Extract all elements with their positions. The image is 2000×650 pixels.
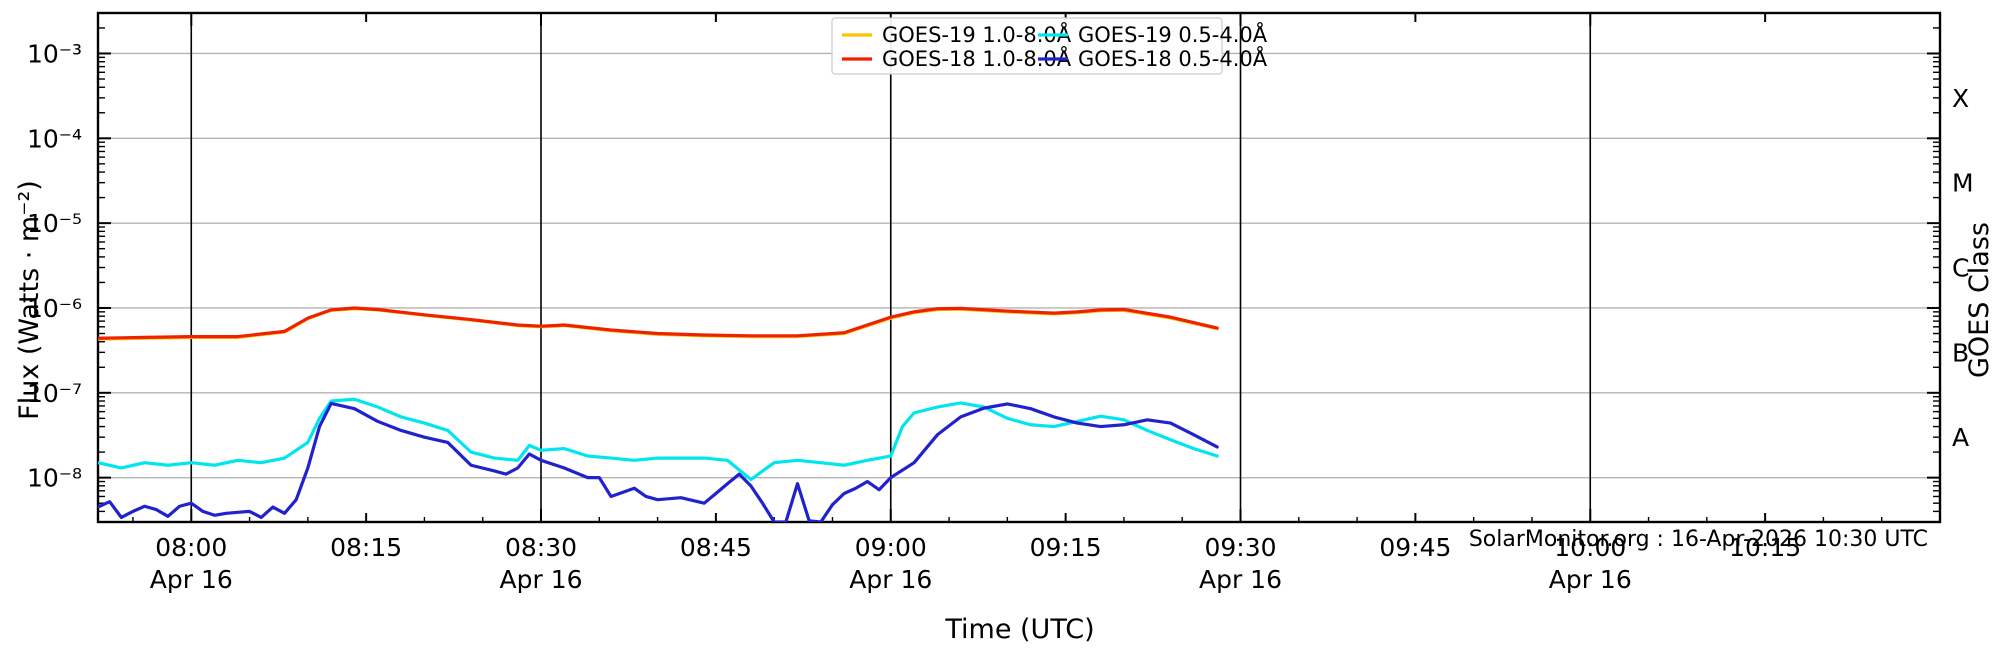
x-tick-label: 08:00 [155, 533, 227, 562]
y-tick-label: 10⁻⁴ [27, 124, 82, 153]
x-tick-label: 09:30 [1204, 533, 1276, 562]
y-tick-label: 10⁻⁵ [27, 209, 82, 238]
y2-axis-title: GOES Class [1964, 222, 1995, 378]
y-tick-label: 10⁻³ [27, 39, 82, 68]
axis-ticks [98, 12, 1941, 523]
goes-class-label-a: A [1952, 423, 1969, 452]
vertical-gridlines [190, 13, 1592, 522]
x-tick-date-label: Apr 16 [150, 565, 233, 594]
x-tick-label: 08:45 [680, 533, 752, 562]
plot-border [96, 11, 1942, 524]
y-tick-label: 10⁻⁸ [27, 464, 82, 493]
y-tick-label: 10⁻⁷ [27, 379, 82, 408]
goes-class-label-b: B [1952, 338, 1969, 367]
y-axis-title: Flux (Watts · m⁻²) [14, 180, 45, 420]
plot-frame [96, 11, 1942, 524]
data-series-group [98, 306, 1219, 522]
y-tick-label: 10⁻⁶ [27, 294, 82, 323]
x-tick-date-label: Apr 16 [500, 565, 583, 594]
x-tick-label: 09:00 [855, 533, 927, 562]
goes-class-label-m: M [1952, 169, 1974, 198]
x-tick-label: 09:15 [1030, 533, 1102, 562]
series-line-goes-19-0-5-4-0 [98, 397, 1219, 482]
axis-labels: 10⁻³ 10⁻⁴ 10⁻⁵ 10⁻⁶ 10⁻⁷ 10⁻⁸ 08:00 Apr 16 08:15… [27, 39, 1974, 594]
goes-class-label-c: C [1952, 253, 1969, 282]
x-axis-title: Time (UTC) [944, 614, 1094, 645]
x-tick-label: 10:15 [1729, 533, 1801, 562]
legend-label[interactable]: GOES-19 0.5-4.0Å [1078, 21, 1268, 47]
x-tick-date-label: Apr 16 [1199, 565, 1282, 594]
series-line-goes-18-1-0-8-0 [98, 306, 1219, 340]
horizontal-gridlines [98, 52, 1940, 479]
goes-class-label-x: X [1952, 84, 1969, 113]
series-line-goes-18-0-5-4-0 [98, 401, 1219, 522]
x-tick-label: 08:15 [330, 533, 402, 562]
legend-background [831, 17, 1223, 75]
x-tick-label: 08:30 [505, 533, 577, 562]
watermark-credit: SolarMonitor.org : 16-Apr-2026 10:30 UTC [1469, 527, 1928, 552]
x-tick-date-label: Apr 16 [1549, 565, 1632, 594]
x-tick-label: 09:45 [1379, 533, 1451, 562]
x-tick-date-label: Apr 16 [849, 565, 932, 594]
legend-label[interactable]: GOES-18 0.5-4.0Å [1078, 45, 1268, 71]
x-tick-label: 10:00 [1554, 533, 1626, 562]
